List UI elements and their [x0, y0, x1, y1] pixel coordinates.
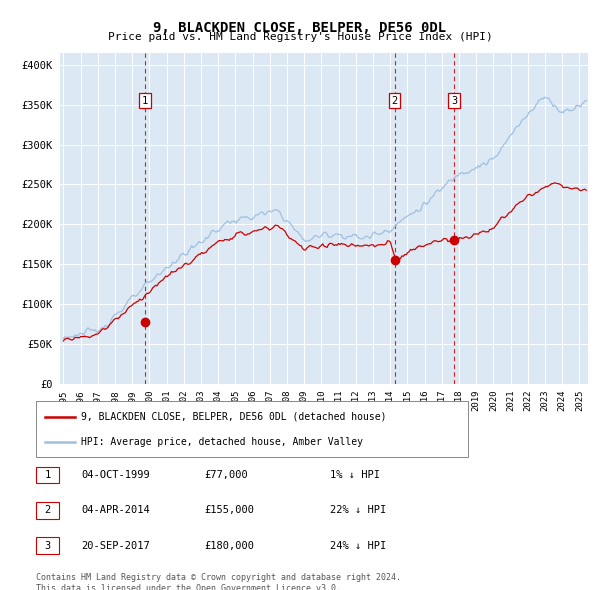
- Text: 9, BLACKDEN CLOSE, BELPER, DE56 0DL: 9, BLACKDEN CLOSE, BELPER, DE56 0DL: [154, 21, 446, 35]
- Text: 24% ↓ HPI: 24% ↓ HPI: [330, 541, 386, 550]
- Text: 1% ↓ HPI: 1% ↓ HPI: [330, 470, 380, 480]
- Text: This data is licensed under the Open Government Licence v3.0.: This data is licensed under the Open Gov…: [36, 584, 341, 590]
- Text: 20-SEP-2017: 20-SEP-2017: [81, 541, 150, 550]
- Text: 2: 2: [44, 506, 50, 515]
- Text: Contains HM Land Registry data © Crown copyright and database right 2024.: Contains HM Land Registry data © Crown c…: [36, 573, 401, 582]
- Text: 1: 1: [44, 470, 50, 480]
- Text: 3: 3: [451, 96, 457, 106]
- Text: 2: 2: [391, 96, 398, 106]
- Text: Price paid vs. HM Land Registry's House Price Index (HPI): Price paid vs. HM Land Registry's House …: [107, 32, 493, 42]
- Text: £180,000: £180,000: [204, 541, 254, 550]
- Text: 04-APR-2014: 04-APR-2014: [81, 506, 150, 515]
- Text: 22% ↓ HPI: 22% ↓ HPI: [330, 506, 386, 515]
- Text: HPI: Average price, detached house, Amber Valley: HPI: Average price, detached house, Ambe…: [81, 437, 363, 447]
- Text: 04-OCT-1999: 04-OCT-1999: [81, 470, 150, 480]
- Text: £77,000: £77,000: [204, 470, 248, 480]
- Text: 9, BLACKDEN CLOSE, BELPER, DE56 0DL (detached house): 9, BLACKDEN CLOSE, BELPER, DE56 0DL (det…: [81, 412, 386, 422]
- Text: 3: 3: [44, 541, 50, 550]
- Text: 1: 1: [142, 96, 148, 106]
- Text: £155,000: £155,000: [204, 506, 254, 515]
